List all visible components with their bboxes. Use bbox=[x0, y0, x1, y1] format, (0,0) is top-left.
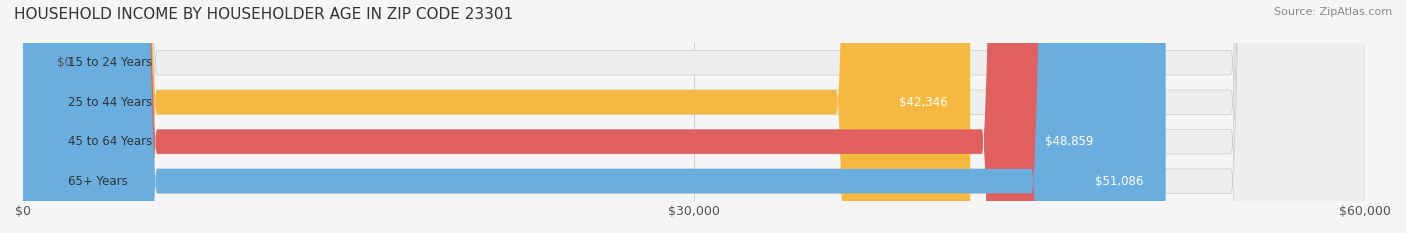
FancyBboxPatch shape bbox=[22, 0, 1116, 233]
FancyBboxPatch shape bbox=[22, 0, 970, 233]
Text: $51,086: $51,086 bbox=[1095, 175, 1143, 188]
Text: 45 to 64 Years: 45 to 64 Years bbox=[67, 135, 152, 148]
Text: 65+ Years: 65+ Years bbox=[67, 175, 128, 188]
FancyBboxPatch shape bbox=[22, 0, 1365, 233]
Text: 25 to 44 Years: 25 to 44 Years bbox=[67, 96, 152, 109]
FancyBboxPatch shape bbox=[22, 0, 1166, 233]
Text: 15 to 24 Years: 15 to 24 Years bbox=[67, 56, 152, 69]
Text: $48,859: $48,859 bbox=[1045, 135, 1094, 148]
FancyBboxPatch shape bbox=[22, 0, 1365, 233]
FancyBboxPatch shape bbox=[22, 0, 1365, 233]
Text: HOUSEHOLD INCOME BY HOUSEHOLDER AGE IN ZIP CODE 23301: HOUSEHOLD INCOME BY HOUSEHOLDER AGE IN Z… bbox=[14, 7, 513, 22]
FancyBboxPatch shape bbox=[22, 0, 1365, 233]
Text: $0: $0 bbox=[56, 56, 72, 69]
Text: Source: ZipAtlas.com: Source: ZipAtlas.com bbox=[1274, 7, 1392, 17]
Text: $42,346: $42,346 bbox=[900, 96, 948, 109]
